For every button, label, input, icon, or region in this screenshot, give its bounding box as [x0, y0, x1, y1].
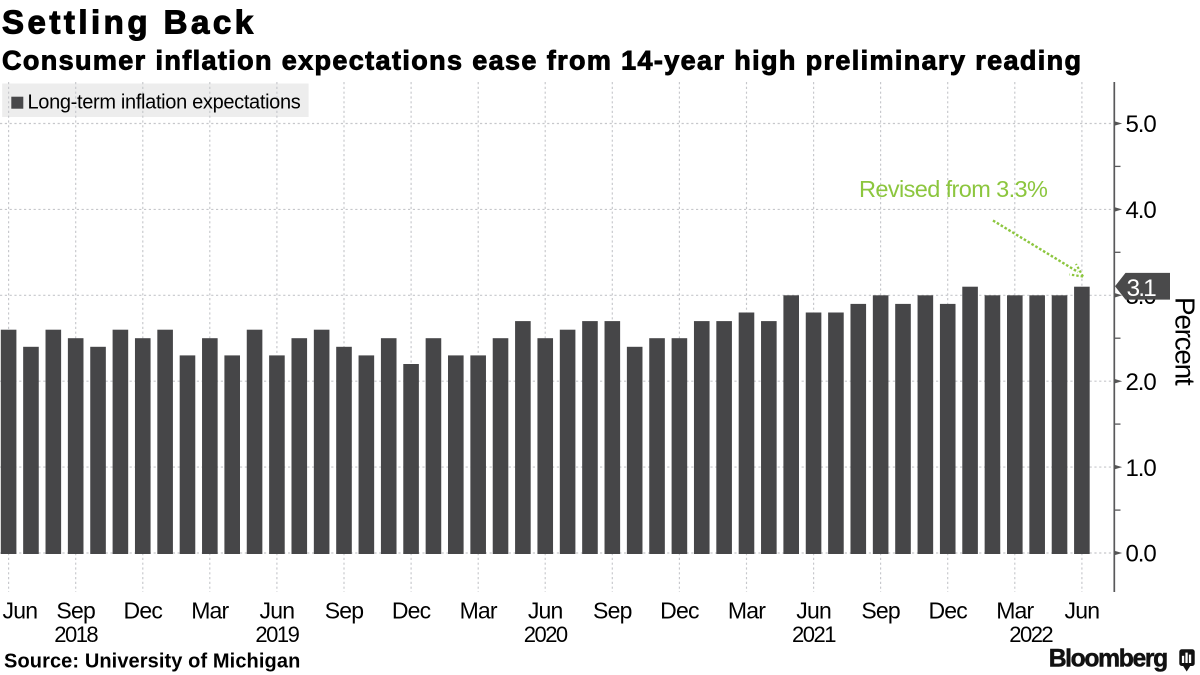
svg-text:Mar: Mar — [728, 597, 766, 623]
svg-text:Source: University of Michigan: Source: University of Michigan — [4, 651, 300, 673]
svg-text:Long-term inflation expectatio: Long-term inflation expectations — [28, 92, 301, 114]
svg-text:Jun: Jun — [260, 597, 295, 623]
svg-text:Jun: Jun — [1065, 597, 1100, 623]
svg-text:1.0: 1.0 — [1126, 455, 1157, 482]
svg-text:Percent: Percent — [1170, 297, 1200, 386]
svg-text:Revised from 3.3%: Revised from 3.3% — [859, 176, 1048, 202]
svg-text:Jun: Jun — [528, 597, 563, 623]
svg-text:2020: 2020 — [524, 622, 568, 647]
svg-text:Dec: Dec — [124, 597, 163, 623]
svg-text:Sep: Sep — [56, 597, 95, 623]
svg-text:4.0: 4.0 — [1126, 197, 1157, 224]
svg-text:Mar: Mar — [996, 597, 1034, 623]
svg-text:Dec: Dec — [928, 597, 967, 623]
svg-text:Bloomberg: Bloomberg — [1049, 646, 1167, 673]
svg-text:Jun: Jun — [796, 597, 831, 623]
svg-text:Consumer inflation expectation: Consumer inflation expectations ease fro… — [2, 45, 1082, 75]
svg-text:2019: 2019 — [255, 622, 299, 647]
svg-text:Mar: Mar — [460, 597, 498, 623]
svg-text:Sep: Sep — [593, 597, 632, 623]
svg-text:5.0: 5.0 — [1126, 111, 1157, 138]
svg-text:Jun: Jun — [3, 597, 38, 623]
svg-text:Dec: Dec — [660, 597, 699, 623]
svg-text:Dec: Dec — [392, 597, 431, 623]
svg-text:Settling Back: Settling Back — [2, 4, 257, 41]
svg-text:Sep: Sep — [325, 597, 364, 623]
svg-text:3.1: 3.1 — [1127, 275, 1157, 302]
svg-text:2021: 2021 — [792, 622, 836, 647]
svg-text:2022: 2022 — [1009, 622, 1053, 647]
svg-text:2018: 2018 — [54, 622, 98, 647]
svg-text:2.0: 2.0 — [1126, 369, 1157, 396]
svg-text:0.0: 0.0 — [1126, 541, 1157, 568]
svg-text:Sep: Sep — [861, 597, 900, 623]
svg-text:Mar: Mar — [191, 597, 229, 623]
